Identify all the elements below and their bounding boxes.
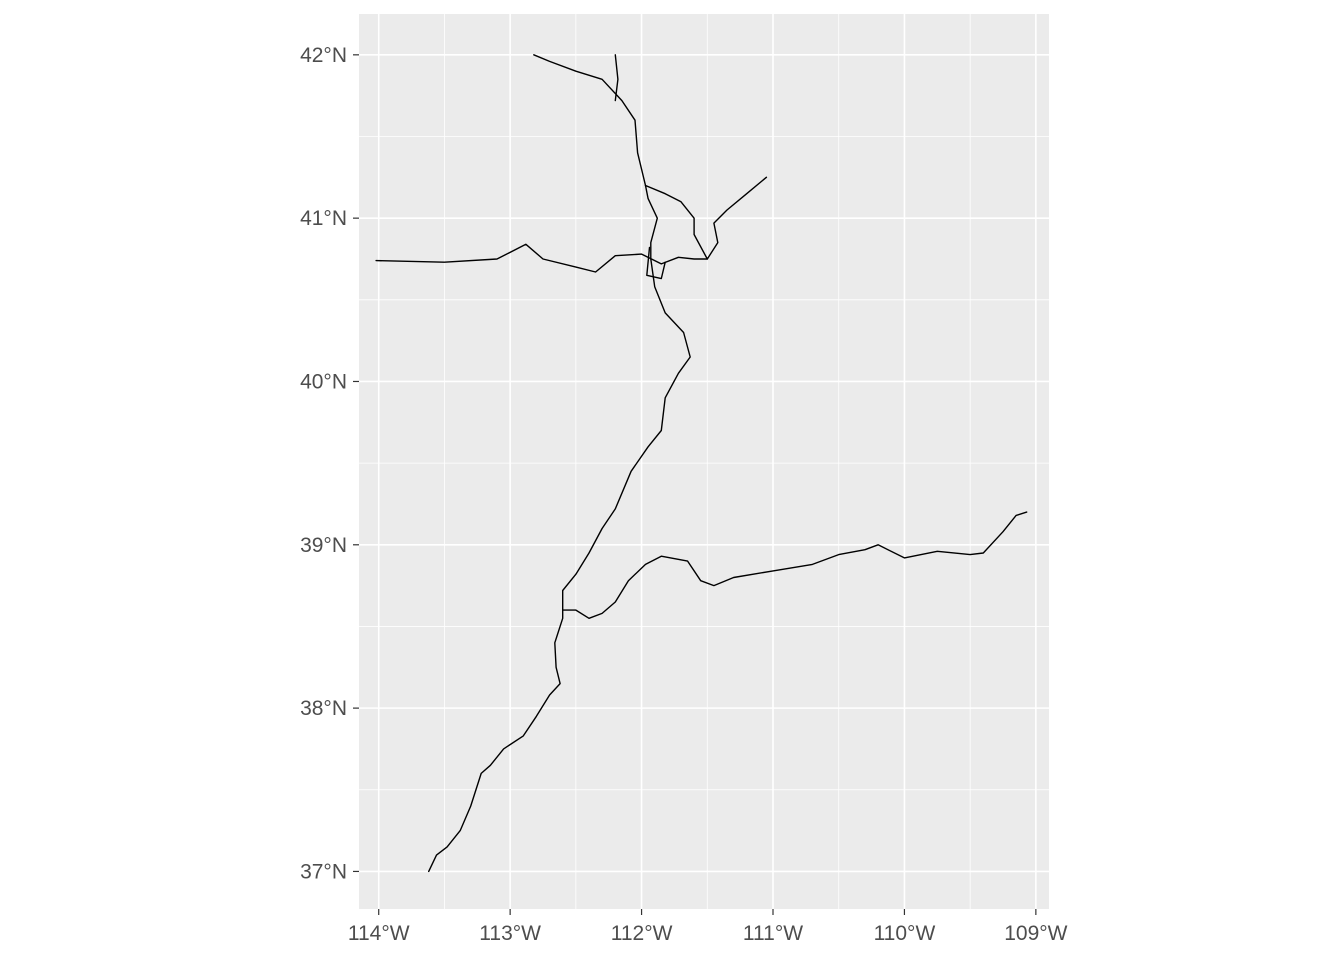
- x-tick-label: 112°W: [611, 922, 673, 945]
- y-tick-label: 37°N: [300, 860, 347, 883]
- y-tick-label: 42°N: [300, 44, 347, 67]
- route-line-1: [428, 54, 691, 873]
- gridlines: [359, 14, 1049, 909]
- x-tick-label: 113°W: [479, 922, 541, 945]
- route-lines: [375, 54, 1028, 873]
- x-tick-label: 109°W: [1004, 922, 1067, 945]
- y-tick-label: 38°N: [300, 697, 347, 720]
- x-axis: 114°W 113°W 112°W 111°W 110°W 109°W: [348, 909, 1068, 945]
- x-tick-label: 111°W: [743, 922, 803, 945]
- plot-panel-background: [359, 14, 1049, 909]
- y-tick-label: 40°N: [300, 370, 347, 393]
- y-tick-label: 41°N: [300, 207, 347, 230]
- x-tick-label: 114°W: [348, 922, 410, 945]
- route-line-4: [375, 243, 708, 273]
- y-tick-label: 39°N: [300, 534, 347, 557]
- route-line-5: [646, 246, 666, 280]
- route-line-6: [562, 511, 1028, 619]
- x-tick-label: 110°W: [874, 922, 936, 945]
- y-axis: 42°N 41°N 40°N 39°N 38°N 37°N: [300, 44, 359, 883]
- route-line-2: [614, 54, 619, 102]
